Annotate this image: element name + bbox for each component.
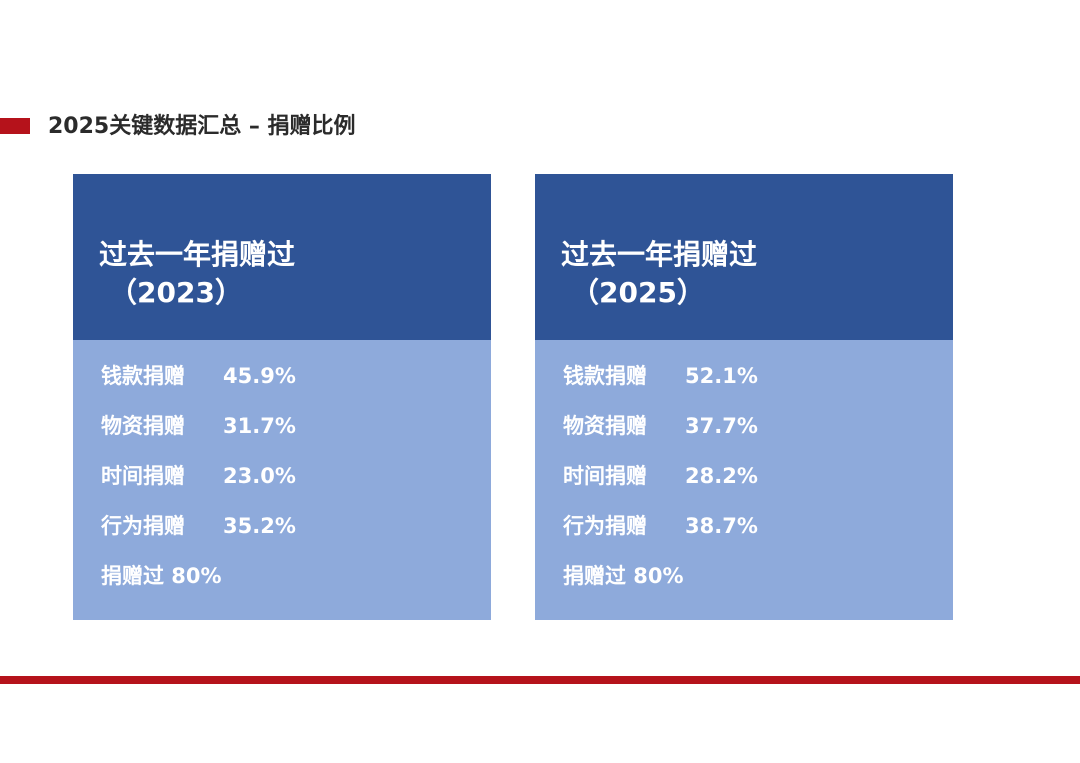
card-header: 过去一年捐赠过 （2025） [535,174,953,340]
card-2025: 过去一年捐赠过 （2025） 钱款捐赠 52.1% 物资捐赠 37.7% 时间捐赠 2… [535,174,953,620]
stat-value: 52.1% [685,364,758,388]
stat-total: 捐赠过 80% [101,564,222,588]
stat-total: 捐赠过 80% [563,564,684,588]
stat-label: 行为捐赠 [101,514,185,538]
stat-label: 物资捐赠 [101,414,185,438]
stat-row-time: 时间捐赠 28.2% [563,464,953,514]
stat-label: 钱款捐赠 [101,364,185,388]
stat-value: 37.7% [685,414,758,438]
stat-value: 28.2% [685,464,758,488]
stat-label: 行为捐赠 [563,514,647,538]
bottom-divider [0,676,1080,684]
stat-value: 38.7% [685,514,758,538]
stat-row-goods: 物资捐赠 37.7% [563,414,953,464]
stat-row-goods: 物资捐赠 31.7% [101,414,491,464]
stat-label: 时间捐赠 [101,464,185,488]
stat-value: 45.9% [223,364,296,388]
card-year: （2023） [109,276,243,309]
stat-label: 时间捐赠 [563,464,647,488]
card-2023: 过去一年捐赠过 （2023） 钱款捐赠 45.9% 物资捐赠 31.7% 时间捐赠 2… [73,174,491,620]
stat-value: 31.7% [223,414,296,438]
card-body: 钱款捐赠 45.9% 物资捐赠 31.7% 时间捐赠 23.0% 行为捐赠 35.2% … [73,340,491,620]
stat-label: 钱款捐赠 [563,364,647,388]
card-year: （2025） [571,276,705,309]
title-accent-bar [0,118,30,134]
stat-value: 35.2% [223,514,296,538]
stat-row-action: 行为捐赠 35.2% [101,514,491,564]
stat-row-time: 时间捐赠 23.0% [101,464,491,514]
card-title: 过去一年捐赠过 [99,238,296,271]
page-title: 2025关键数据汇总 – 捐赠比例 [48,114,356,139]
card-body: 钱款捐赠 52.1% 物资捐赠 37.7% 时间捐赠 28.2% 行为捐赠 38.7% … [535,340,953,620]
card-header: 过去一年捐赠过 （2023） [73,174,491,340]
stat-row-money: 钱款捐赠 52.1% [563,364,953,414]
stat-label: 物资捐赠 [563,414,647,438]
stat-row-action: 行为捐赠 38.7% [563,514,953,564]
stat-row-money: 钱款捐赠 45.9% [101,364,491,414]
card-title: 过去一年捐赠过 [561,238,758,271]
stat-value: 23.0% [223,464,296,488]
